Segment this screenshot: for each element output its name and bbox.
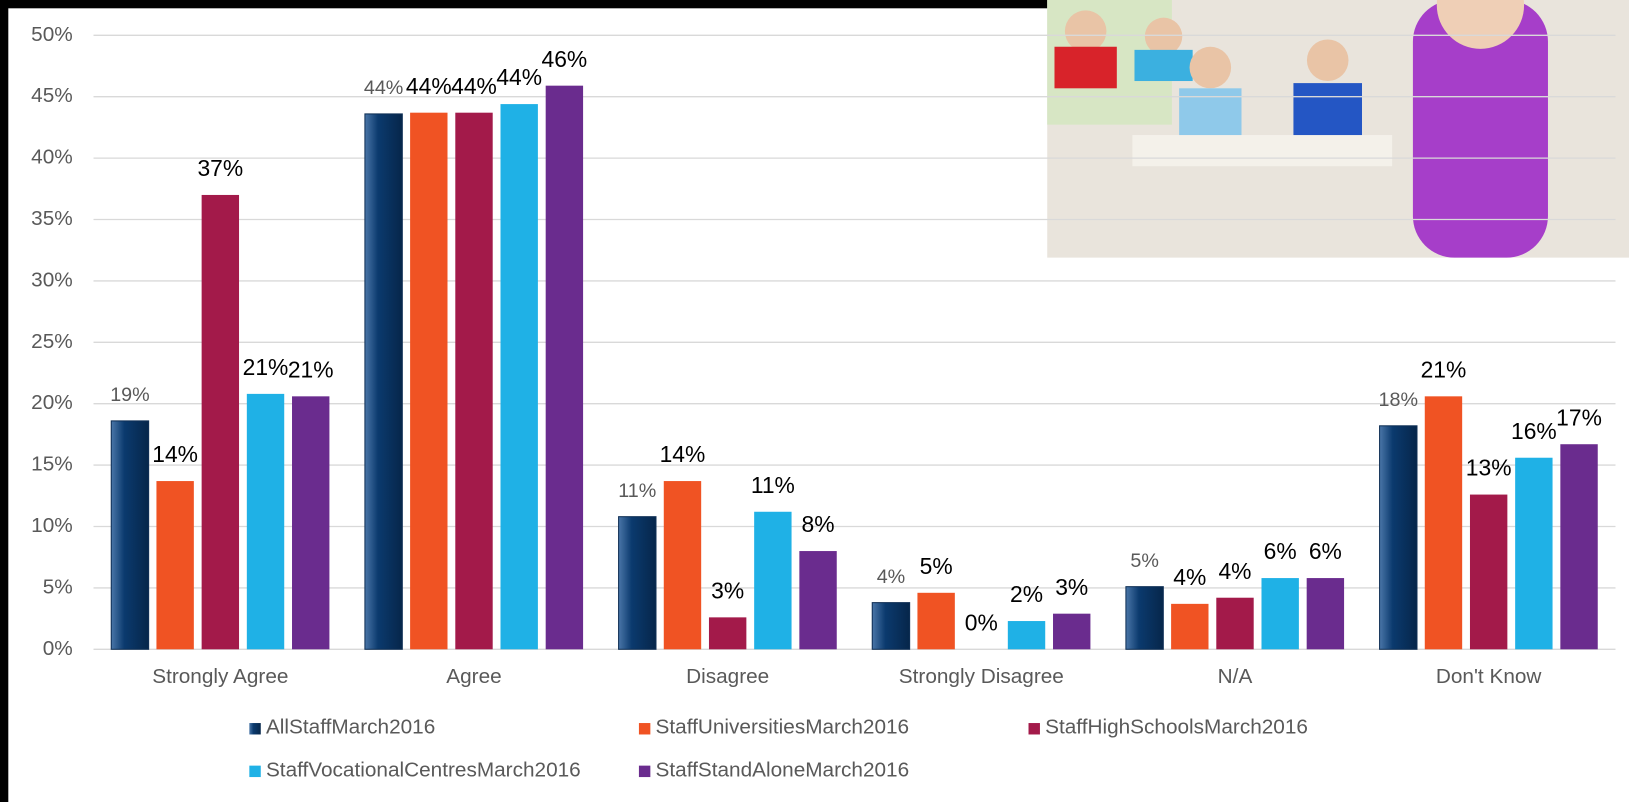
y-tick-label: 0% [43, 637, 73, 660]
value-label: 3% [1055, 574, 1088, 600]
legend-swatch [249, 766, 260, 777]
value-label: 4% [877, 566, 906, 588]
y-tick-label: 45% [31, 84, 73, 107]
x-tick-label: Disagree [686, 665, 769, 688]
legend-swatch [639, 766, 650, 777]
value-label: 6% [1264, 538, 1297, 564]
bar [1171, 604, 1208, 649]
y-tick-label: 5% [43, 575, 73, 598]
photo-child-shirt [1054, 47, 1116, 89]
value-label: 11% [751, 472, 795, 498]
bar [1008, 621, 1045, 649]
value-label: 5% [920, 553, 953, 579]
value-label: 8% [802, 511, 835, 537]
legend-swatch [639, 723, 650, 734]
chart: 0% 5% 10% 15% 20% 25% 30% 35% 40% 45% 50% Strongly … [0, 0, 1629, 802]
x-tick-label: Strongly Disagree [899, 665, 1064, 688]
value-label: 21% [1421, 356, 1467, 382]
y-tick-label: 10% [31, 514, 73, 537]
x-tick-label: N/A [1218, 665, 1253, 688]
value-label: 2% [1010, 581, 1043, 607]
legend-label: StaffUniversitiesMarch2016 [656, 716, 910, 739]
bar [247, 394, 284, 649]
bar [1470, 495, 1507, 650]
bar [111, 421, 148, 649]
bar [500, 104, 537, 649]
bar [455, 113, 492, 650]
y-tick-label: 20% [31, 391, 73, 414]
bar [1216, 598, 1253, 650]
legend-label: StaffHighSchoolsMarch2016 [1045, 716, 1308, 739]
photo-desk [1132, 135, 1392, 166]
x-tick-label: Strongly Agree [152, 665, 288, 688]
legend-label: StaffVocationalCentresMarch2016 [266, 758, 581, 781]
value-label: 21% [243, 354, 289, 380]
y-tick-label: 15% [31, 453, 73, 476]
legend-label: StaffStandAloneMarch2016 [656, 758, 910, 781]
bar [1053, 614, 1090, 650]
y-tick-label: 30% [31, 268, 73, 291]
photo-child [1145, 18, 1182, 55]
bar [292, 396, 329, 649]
bar [1261, 578, 1298, 649]
photo-child-shirt [1134, 50, 1192, 81]
value-label: 14% [660, 441, 706, 467]
value-label: 4% [1173, 564, 1206, 590]
value-label: 44% [406, 73, 452, 99]
bar [1425, 396, 1462, 649]
value-label: 44% [496, 64, 542, 90]
value-label: 19% [110, 384, 149, 406]
photo-child-shirt [1179, 88, 1241, 135]
bar [410, 113, 447, 650]
legend-swatch [1029, 723, 1040, 734]
value-label: 21% [288, 356, 334, 382]
bar [872, 603, 909, 650]
bar [202, 195, 239, 649]
y-tick-label: 35% [31, 207, 73, 230]
page: {"chart_data": {"type": "bar", "categori… [0, 0, 1629, 802]
bar [546, 86, 583, 650]
bar [1515, 458, 1552, 650]
bar [1126, 587, 1163, 650]
y-tick-label: 50% [31, 23, 73, 46]
x-tick-label: Agree [446, 665, 501, 688]
value-label: 11% [618, 480, 656, 502]
bar [1307, 578, 1344, 649]
value-label: 17% [1556, 404, 1602, 430]
bar [619, 517, 656, 650]
bar [917, 593, 954, 649]
x-tick-label: Don't Know [1436, 665, 1543, 688]
bar [1380, 426, 1417, 649]
value-label: 37% [197, 155, 243, 181]
value-label: 44% [451, 73, 497, 99]
value-label: 3% [711, 577, 744, 603]
value-label: 18% [1379, 389, 1418, 411]
bar [365, 114, 402, 649]
value-label: 13% [1466, 455, 1512, 481]
photo-child [1190, 47, 1232, 89]
photo-child [1307, 39, 1349, 81]
bar [664, 481, 701, 649]
value-label: 16% [1511, 418, 1557, 444]
value-label: 46% [542, 46, 588, 72]
bar [1560, 444, 1597, 649]
value-label: 44% [364, 77, 403, 99]
bar [799, 551, 836, 649]
y-tick-label: 25% [31, 330, 73, 353]
photo-child-shirt [1293, 83, 1362, 135]
value-label: 6% [1309, 538, 1342, 564]
bar [709, 617, 746, 649]
value-label: 5% [1130, 550, 1159, 572]
bar [754, 512, 791, 650]
photo-child [1065, 10, 1107, 52]
value-label: 0% [965, 609, 998, 635]
y-tick-label: 40% [31, 146, 73, 169]
value-label: 4% [1218, 558, 1251, 584]
legend-swatch [249, 723, 260, 734]
legend-label: AllStaffMarch2016 [266, 716, 435, 739]
value-label: 14% [152, 441, 198, 467]
bar [156, 481, 193, 649]
